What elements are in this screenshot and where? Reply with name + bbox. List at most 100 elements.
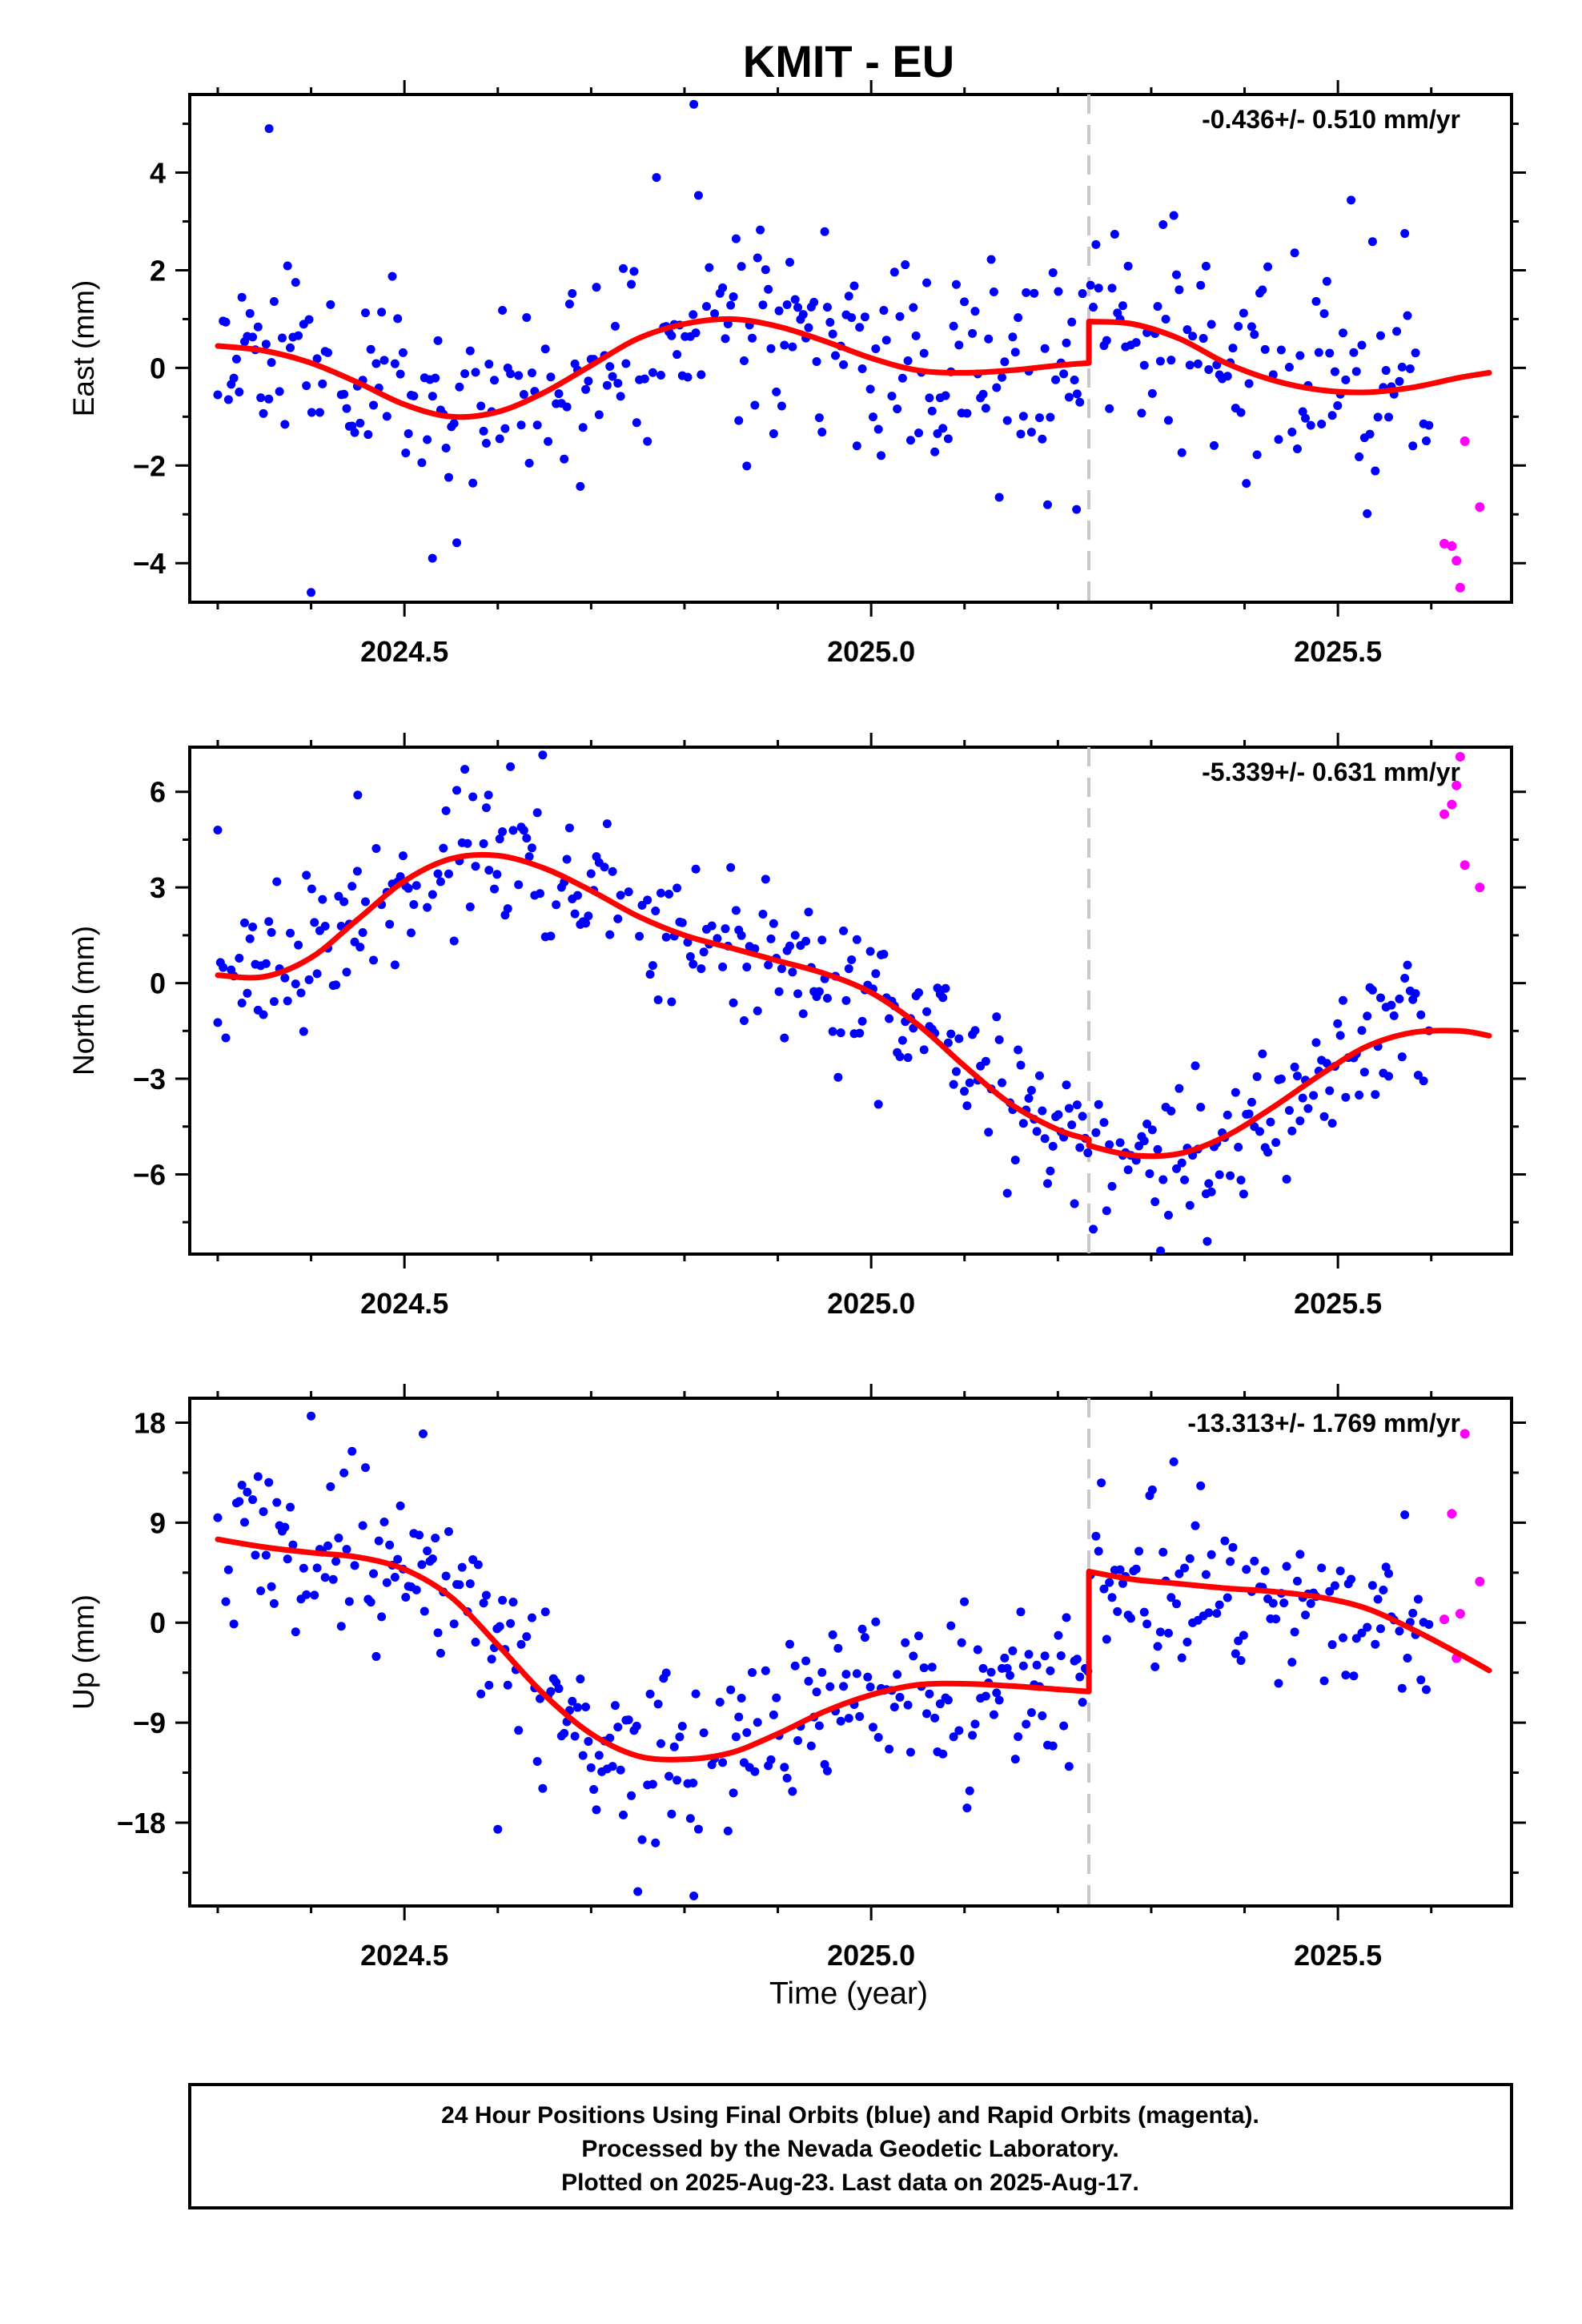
final-orbit-point	[1371, 1639, 1380, 1649]
final-orbit-point	[1367, 237, 1377, 247]
final-orbit-point	[608, 372, 617, 381]
final-orbit-point	[552, 900, 561, 910]
final-orbit-point	[817, 935, 827, 945]
final-orbit-point	[852, 935, 861, 944]
final-orbit-point	[889, 1703, 899, 1712]
final-orbit-point	[1107, 1593, 1117, 1602]
final-orbit-point	[903, 356, 913, 366]
final-orbit-point	[1400, 1510, 1410, 1519]
final-orbit-point	[820, 227, 829, 236]
final-orbit-point	[978, 1663, 988, 1673]
y-tick-label: 3	[150, 871, 166, 904]
final-orbit-point	[412, 881, 421, 891]
final-orbit-point	[683, 372, 693, 382]
plot-area	[213, 1398, 1492, 1906]
final-orbit-point	[1327, 1640, 1337, 1650]
final-orbit-point	[731, 234, 741, 243]
final-orbit-point	[371, 1651, 381, 1661]
final-orbit-point	[382, 412, 391, 421]
final-orbit-point	[302, 1590, 311, 1599]
final-orbit-point	[1408, 1608, 1418, 1618]
panel-east: 2024.5 2025.0 2025.5 −4 −2 0 2 4 East (mm) -0.436…	[67, 80, 1526, 668]
final-orbit-point	[1046, 412, 1055, 422]
panel-north: 2024.5 2025.0 2025.5 −6 −3 0 3 6 North (mm) -5.33…	[67, 733, 1526, 1320]
final-orbit-point	[627, 279, 636, 289]
final-orbit-point	[737, 262, 746, 271]
final-orbit-point	[777, 964, 786, 974]
final-orbit-point	[481, 1590, 491, 1600]
final-orbit-point	[788, 1787, 797, 1796]
final-orbit-point	[377, 308, 387, 317]
final-orbit-point	[1384, 412, 1394, 422]
y-axis-label: Up (mm)	[67, 1594, 100, 1710]
final-orbit-point	[836, 1716, 845, 1726]
final-orbit-point	[1075, 397, 1085, 407]
final-orbit-point	[1153, 1642, 1162, 1651]
final-orbit-point	[1102, 1634, 1111, 1644]
final-orbit-point	[1002, 1188, 1012, 1198]
final-orbit-point	[905, 1747, 915, 1757]
final-orbit-point	[1014, 313, 1023, 323]
final-orbit-point	[1180, 1175, 1190, 1184]
final-orbit-point	[320, 922, 330, 931]
final-orbit-point	[1311, 296, 1321, 306]
final-orbit-point	[1032, 1127, 1042, 1136]
final-orbit-point	[1367, 985, 1377, 995]
final-orbit-point	[481, 439, 491, 448]
final-orbit-point	[264, 917, 274, 927]
final-orbit-point	[1373, 412, 1383, 422]
final-orbit-point	[1357, 1628, 1367, 1638]
final-orbit-point	[731, 906, 741, 915]
final-orbit-point	[1279, 1598, 1289, 1608]
final-orbit-point	[806, 1741, 816, 1751]
final-orbit-point	[750, 400, 760, 410]
plot-frame	[188, 746, 1513, 1256]
final-orbit-point	[1026, 428, 1036, 437]
final-orbit-point	[371, 844, 381, 854]
final-orbit-point	[801, 1656, 811, 1666]
final-orbit-point	[965, 1786, 974, 1795]
final-orbit-point	[665, 890, 674, 899]
final-orbit-point	[1306, 420, 1315, 430]
final-orbit-point	[1397, 1052, 1407, 1062]
final-orbit-point	[449, 936, 459, 946]
final-orbit-point	[532, 420, 542, 430]
final-orbit-point	[1006, 1671, 1015, 1680]
final-orbit-point	[1158, 1547, 1168, 1557]
final-orbit-point	[229, 1619, 239, 1629]
final-orbit-point	[1400, 229, 1410, 239]
final-orbit-point	[1357, 1026, 1367, 1035]
final-orbit-point	[756, 225, 765, 235]
final-orbit-point	[420, 1606, 429, 1616]
final-orbit-point	[339, 1468, 349, 1478]
final-orbit-point	[522, 1632, 532, 1642]
final-orbit-point	[339, 389, 349, 399]
final-orbit-point	[527, 1613, 536, 1622]
final-orbit-point	[812, 1687, 821, 1697]
final-orbit-point	[605, 930, 615, 939]
final-orbit-point	[772, 387, 781, 396]
final-orbit-point	[938, 993, 948, 1003]
final-orbit-point	[673, 350, 682, 360]
final-orbit-point	[280, 1522, 290, 1532]
final-orbit-point	[860, 1633, 869, 1642]
final-orbit-point	[280, 420, 290, 429]
final-orbit-point	[484, 790, 493, 800]
final-orbit-point	[635, 931, 644, 941]
final-orbit-point	[1155, 1627, 1165, 1637]
final-orbit-point	[1301, 413, 1311, 423]
final-orbit-point	[307, 588, 316, 597]
final-orbit-point	[1317, 1563, 1327, 1573]
y-tick-label: −4	[133, 547, 166, 580]
final-orbit-point	[522, 834, 532, 843]
final-orbit-point	[675, 1732, 685, 1742]
final-orbit-point	[1091, 1128, 1101, 1137]
final-orbit-point	[897, 1035, 907, 1045]
y-axis-label: North (mm)	[67, 926, 100, 1076]
final-orbit-point	[1191, 1521, 1200, 1530]
final-orbit-point	[1327, 1119, 1337, 1128]
final-orbit-point	[1287, 1126, 1297, 1136]
final-orbit-point	[495, 834, 504, 844]
final-orbit-point	[960, 297, 970, 307]
final-orbit-point	[938, 1749, 948, 1759]
